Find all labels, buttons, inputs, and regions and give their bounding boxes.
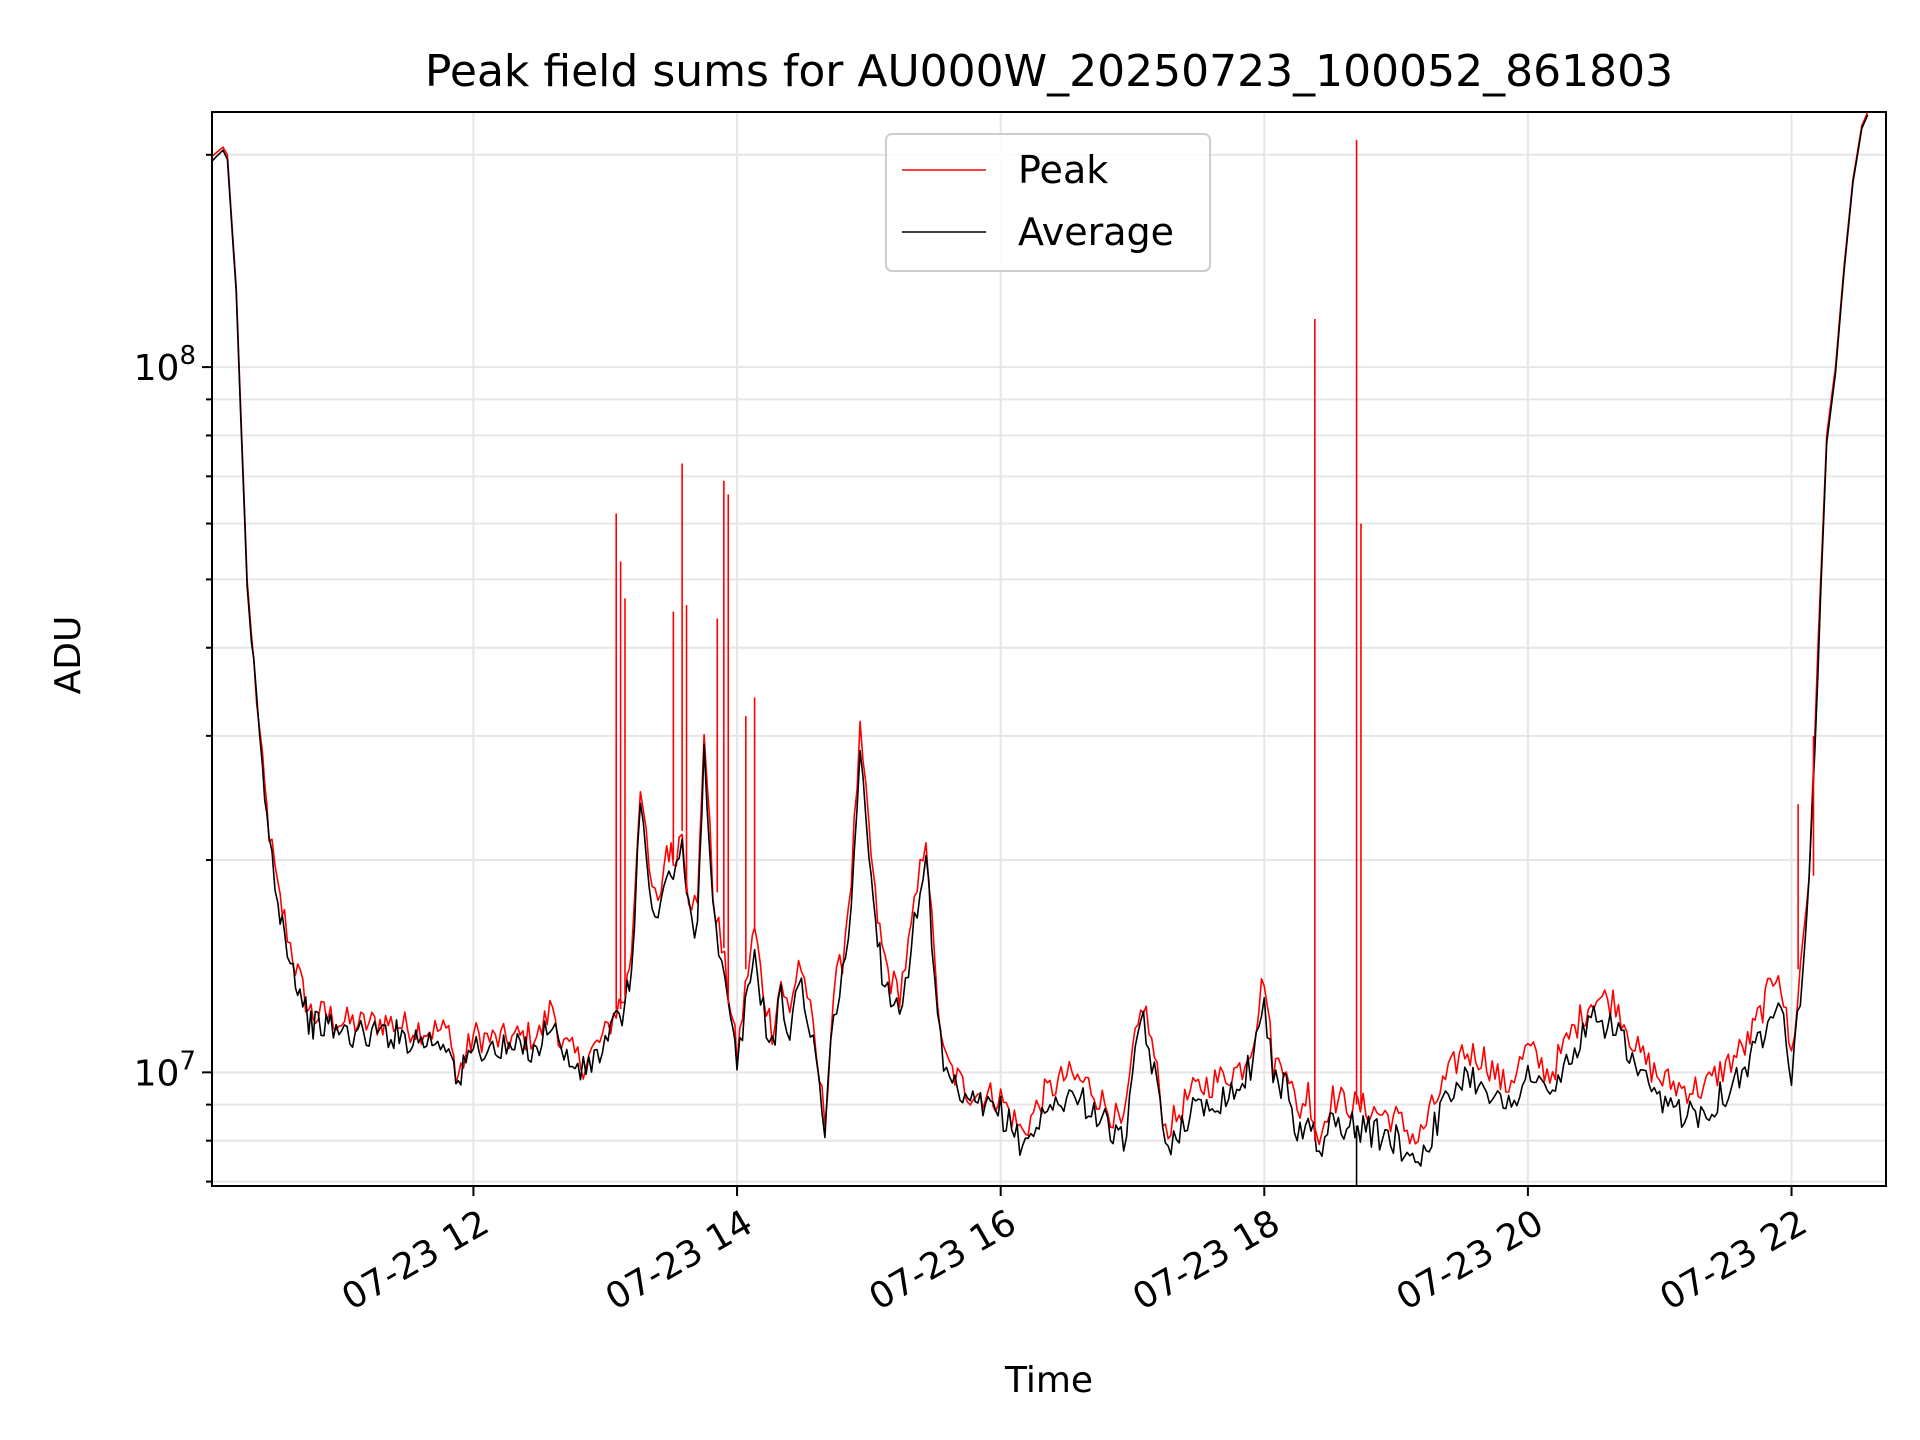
y-tick-label-base: 10 bbox=[134, 348, 180, 389]
average-series-line bbox=[211, 114, 1869, 1167]
legend-label-peak: Peak bbox=[1018, 148, 1108, 192]
series-layer bbox=[211, 111, 1869, 1186]
y-tick-label-exponent: 8 bbox=[179, 341, 196, 371]
y-tick-label-base: 10 bbox=[134, 1053, 180, 1094]
plot-frame bbox=[211, 111, 1887, 1187]
y-tick-label: 107 bbox=[134, 1046, 196, 1094]
legend-label-average: Average bbox=[1018, 210, 1174, 254]
y-tick-label: 108 bbox=[134, 341, 196, 389]
legend-box bbox=[885, 133, 1211, 272]
y-tick-label-exponent: 7 bbox=[179, 1046, 196, 1076]
grid bbox=[212, 112, 1886, 1186]
legend: Peak Average bbox=[885, 133, 1211, 272]
peak-series-line bbox=[211, 111, 1869, 1146]
y-axis-label: ADU bbox=[48, 616, 89, 695]
chart-title: Peak field sums for AU000W_20250723_1000… bbox=[425, 46, 1673, 97]
x-axis-label: Time bbox=[1004, 1360, 1093, 1401]
